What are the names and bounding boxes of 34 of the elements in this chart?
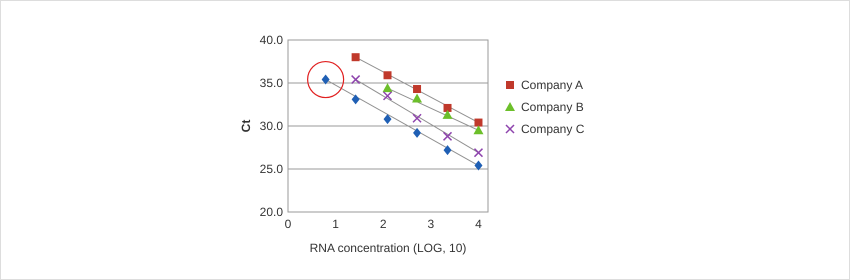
point — [382, 83, 393, 92]
x-tick-label: 0 — [284, 217, 292, 231]
point — [412, 114, 422, 124]
y-axis-title: Ct — [239, 120, 253, 132]
y-tick-label: 25.0 — [260, 162, 284, 176]
legend-label: Company B — [521, 100, 584, 114]
point — [442, 110, 453, 119]
point — [384, 71, 392, 80]
point — [352, 53, 360, 62]
point — [474, 160, 482, 171]
x-tick-label: 3 — [428, 217, 435, 231]
x-tick-label: 1 — [332, 217, 340, 231]
x-tick-label: 4 — [475, 217, 482, 231]
legend-label: Company A — [521, 78, 584, 92]
y-tick-label: 35.0 — [260, 76, 284, 90]
legend-label: Company C — [521, 122, 585, 136]
point — [384, 114, 392, 124]
point — [474, 148, 484, 158]
point — [444, 104, 452, 112]
point — [474, 118, 482, 127]
y-tick-label: 30.0 — [260, 119, 284, 134]
x-tick-label: 2 — [380, 217, 387, 231]
y-tick-label: 20.0 — [260, 205, 284, 220]
point — [412, 93, 422, 102]
point — [473, 125, 484, 134]
x-axis-title: RNA concentration (LOG, 10) — [310, 241, 466, 255]
point — [413, 128, 422, 138]
point — [382, 91, 392, 101]
point — [442, 132, 452, 142]
point — [352, 94, 360, 104]
y-tick-label: 40.0 — [260, 33, 284, 48]
point — [444, 145, 452, 156]
point — [350, 74, 360, 84]
point — [413, 85, 422, 94]
